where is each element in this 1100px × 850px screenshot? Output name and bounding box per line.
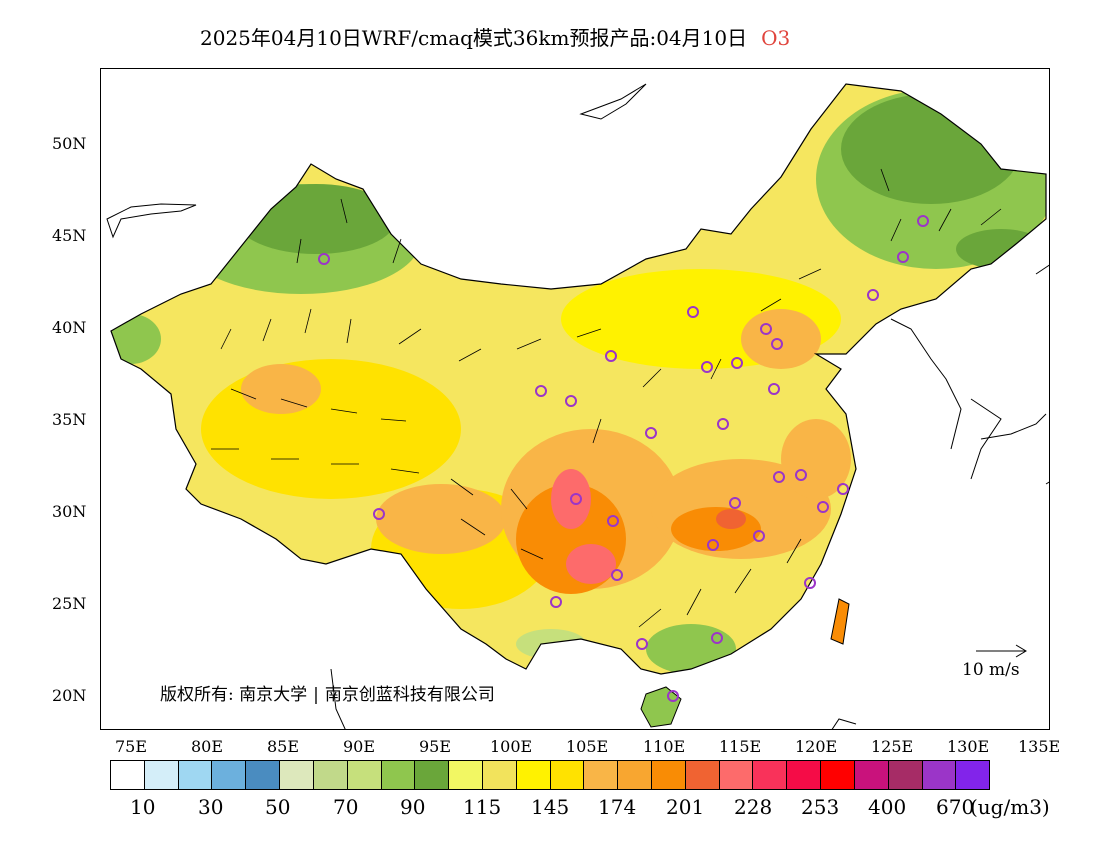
legend-label: 70 <box>333 795 359 819</box>
legend-label: 115 <box>463 795 502 819</box>
lon-label: 90E <box>343 737 376 756</box>
lon-label: 80E <box>191 737 224 756</box>
lat-label: 50N <box>52 134 87 153</box>
color-legend <box>110 760 990 790</box>
legend-swatch <box>753 761 788 789</box>
ozone-map <box>106 83 1049 729</box>
legend-swatch <box>178 761 213 789</box>
legend-label: 145 <box>531 795 570 819</box>
legend-label: 174 <box>598 795 637 819</box>
copyright-org2: 南京创蓝科技有限公司 <box>324 685 495 705</box>
legend-label: 90 <box>400 795 426 819</box>
lat-label: 20N <box>52 686 87 705</box>
legend-label: 253 <box>801 795 840 819</box>
legend-label: 228 <box>734 795 773 819</box>
copyright-org1: 南京大学 <box>239 685 308 705</box>
lon-label: 105E <box>566 737 609 756</box>
legend-swatch <box>144 761 179 789</box>
legend-swatch <box>449 761 483 789</box>
legend-swatch <box>280 761 314 789</box>
lat-label: 45N <box>52 226 87 245</box>
legend-swatch <box>584 761 619 789</box>
lon-label: 100E <box>490 737 533 756</box>
coastline <box>831 718 857 729</box>
legend-label: 400 <box>868 795 907 819</box>
legend-label: 201 <box>666 795 705 819</box>
legend-swatch <box>482 761 517 789</box>
legend-swatch <box>246 761 281 789</box>
coastline <box>890 318 962 450</box>
wind-scale-label: 10 m/s <box>962 660 1020 680</box>
legend-swatch <box>415 761 450 789</box>
lon-label: 125E <box>871 737 914 756</box>
coastline <box>579 83 647 120</box>
title-text: 2025年04月10日WRF/cmaq模式36km预报产品:04月10日 <box>200 26 748 50</box>
legend-swatch <box>787 761 822 789</box>
legend-swatch <box>381 761 416 789</box>
legend-swatch <box>922 761 957 789</box>
coastline <box>980 413 1047 440</box>
lat-label: 35N <box>52 410 87 429</box>
legend-swatch <box>111 761 145 789</box>
map-title: 2025年04月10日WRF/cmaq模式36km预报产品:04月10日 O3 <box>200 22 790 51</box>
legend-swatch <box>652 761 686 789</box>
legend-swatch <box>956 761 990 789</box>
legend-swatch <box>719 761 754 789</box>
lon-label: 130E <box>947 737 990 756</box>
lat-label: 40N <box>52 318 87 337</box>
legend-swatch <box>618 761 652 789</box>
coastline <box>330 668 346 729</box>
coastline <box>106 203 197 239</box>
copyright-notice: 版权所有: 南京大学 | 南京创蓝科技有限公司 <box>160 680 495 705</box>
legend-swatch <box>685 761 720 789</box>
separator: | <box>313 685 319 705</box>
legend-unit: (ug/m3) <box>970 795 1050 819</box>
lon-label: 95E <box>419 737 452 756</box>
copyright-prefix: 版权所有: <box>160 685 234 705</box>
lon-label: 85E <box>267 737 300 756</box>
wind-vectors <box>211 168 1002 628</box>
legend-swatch <box>516 761 551 789</box>
coastline <box>1045 481 1049 485</box>
legend-label: 670 <box>936 795 975 819</box>
legend-swatch <box>821 761 855 789</box>
legend-swatch <box>212 761 247 789</box>
china-border <box>110 83 1047 675</box>
map-canvas <box>100 68 1050 730</box>
pollutant-label: O3 <box>761 26 791 50</box>
lat-label: 30N <box>52 502 87 521</box>
lon-label: 75E <box>115 737 148 756</box>
taiwan-island <box>830 598 850 645</box>
lon-label: 120E <box>795 737 838 756</box>
legend-label: 30 <box>198 795 224 819</box>
legend-swatch <box>888 761 923 789</box>
lat-label: 25N <box>52 594 87 613</box>
legend-swatch <box>347 761 382 789</box>
coastline <box>970 398 1002 480</box>
legend-swatch <box>550 761 585 789</box>
legend-swatch <box>854 761 889 789</box>
city-markers <box>318 215 929 702</box>
lon-label: 115E <box>719 737 762 756</box>
coastline <box>1035 264 1049 275</box>
legend-swatch <box>313 761 348 789</box>
legend-label: 10 <box>130 795 156 819</box>
hainan-island <box>640 686 682 728</box>
lon-label: 110E <box>643 737 686 756</box>
lon-label: 135E <box>1018 737 1061 756</box>
legend-label: 50 <box>265 795 291 819</box>
arrow-right-icon <box>976 644 1027 658</box>
